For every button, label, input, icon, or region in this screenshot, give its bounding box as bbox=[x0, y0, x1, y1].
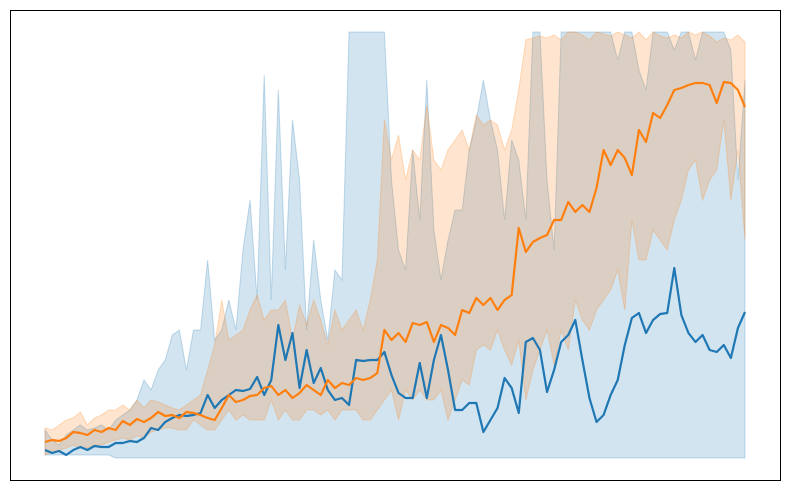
band bbox=[44, 31, 746, 456]
line bbox=[44, 266, 747, 457]
plot-frame bbox=[10, 10, 781, 481]
line bbox=[44, 80, 747, 444]
band bbox=[44, 31, 746, 459]
plot-area bbox=[44, 31, 747, 459]
